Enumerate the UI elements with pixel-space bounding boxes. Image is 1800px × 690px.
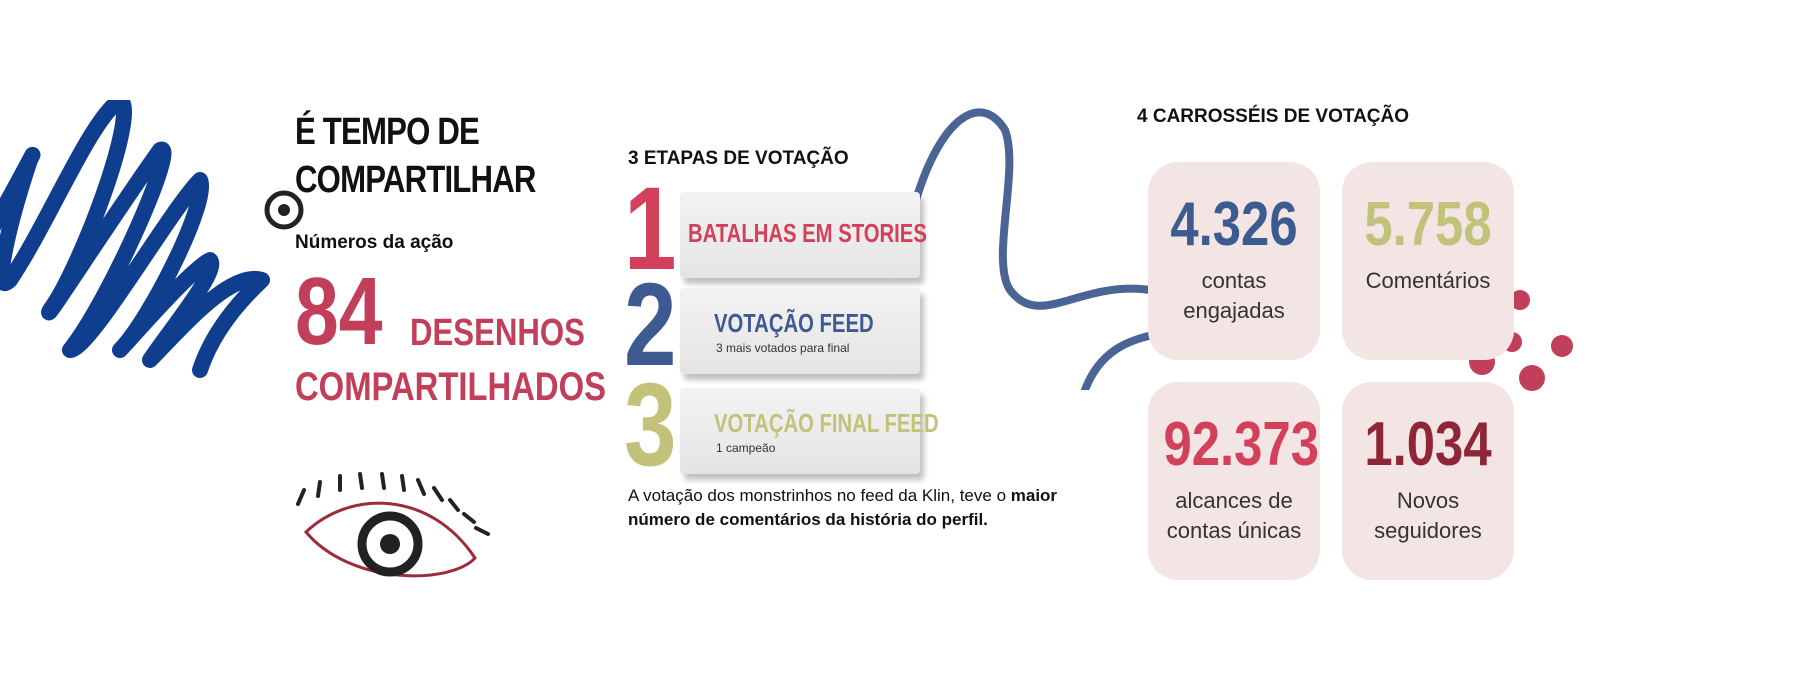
step-label-3: VOTAÇÃO FINAL FEED	[714, 408, 939, 438]
stat-card-engajadas: 4.326 contas engajadas	[1148, 162, 1320, 360]
stat-label: Novos seguidores	[1374, 488, 1482, 543]
step-label-1: BATALHAS EM STORIES	[688, 218, 927, 248]
description: A votação dos monstrinhos no feed da Kli…	[628, 484, 1088, 532]
description-plain: A votação dos monstrinhos no feed da Kli…	[628, 486, 1011, 505]
stat-card-seguidores: 1.034 Novos seguidores	[1342, 382, 1514, 580]
step-card-2	[680, 288, 920, 374]
highlight-number: 84	[295, 258, 383, 365]
step-number-1: 1	[624, 163, 677, 295]
stat-card-comentarios: 5.758 Comentários	[1342, 162, 1514, 360]
step-sub-2: 3 mais votados para final	[716, 341, 850, 355]
subtitle: Números da ação	[295, 232, 454, 253]
page-title: É TEMPO DE COMPARTILHAR	[295, 108, 536, 204]
description-bold: maior número de comentários da história …	[628, 486, 1058, 529]
stat-value: 1.034	[1364, 410, 1492, 479]
stat-card-alcances: 92.373 alcances de contas únicas	[1148, 382, 1320, 580]
step-sub-3: 1 campeão	[716, 441, 776, 455]
wave-line-decoration	[912, 108, 1160, 390]
highlight-word-2: COMPARTILHADOS	[295, 365, 606, 409]
highlight-word-1: DESENHOS	[410, 312, 585, 354]
stat-value: 92.373	[1163, 410, 1319, 479]
title-line-2: COMPARTILHAR	[295, 159, 536, 201]
stat-label: contas engajadas	[1183, 268, 1285, 323]
section-title-carrosseis: 4 CARROSSÉIS DE VOTAÇÃO	[1137, 106, 1410, 127]
step-card-3	[680, 388, 920, 474]
step-number-3: 3	[624, 359, 677, 491]
stat-value: 5.758	[1364, 190, 1492, 259]
step-label-2: VOTAÇÃO FEED	[714, 308, 874, 338]
eye-illustration	[296, 472, 490, 578]
stat-label: alcances de contas únicas	[1166, 488, 1302, 543]
step-card-1	[680, 192, 920, 278]
stat-value: 4.326	[1170, 190, 1298, 259]
red-dots-decoration	[1469, 290, 1573, 391]
target-icon	[264, 190, 304, 230]
blue-scribble-decoration	[0, 100, 270, 378]
title-line-1: É TEMPO DE	[295, 111, 480, 153]
step-number-2: 2	[624, 259, 677, 391]
stat-label: Comentários	[1365, 268, 1491, 293]
section-title-etapas: 3 ETAPAS DE VOTAÇÃO	[628, 148, 849, 169]
